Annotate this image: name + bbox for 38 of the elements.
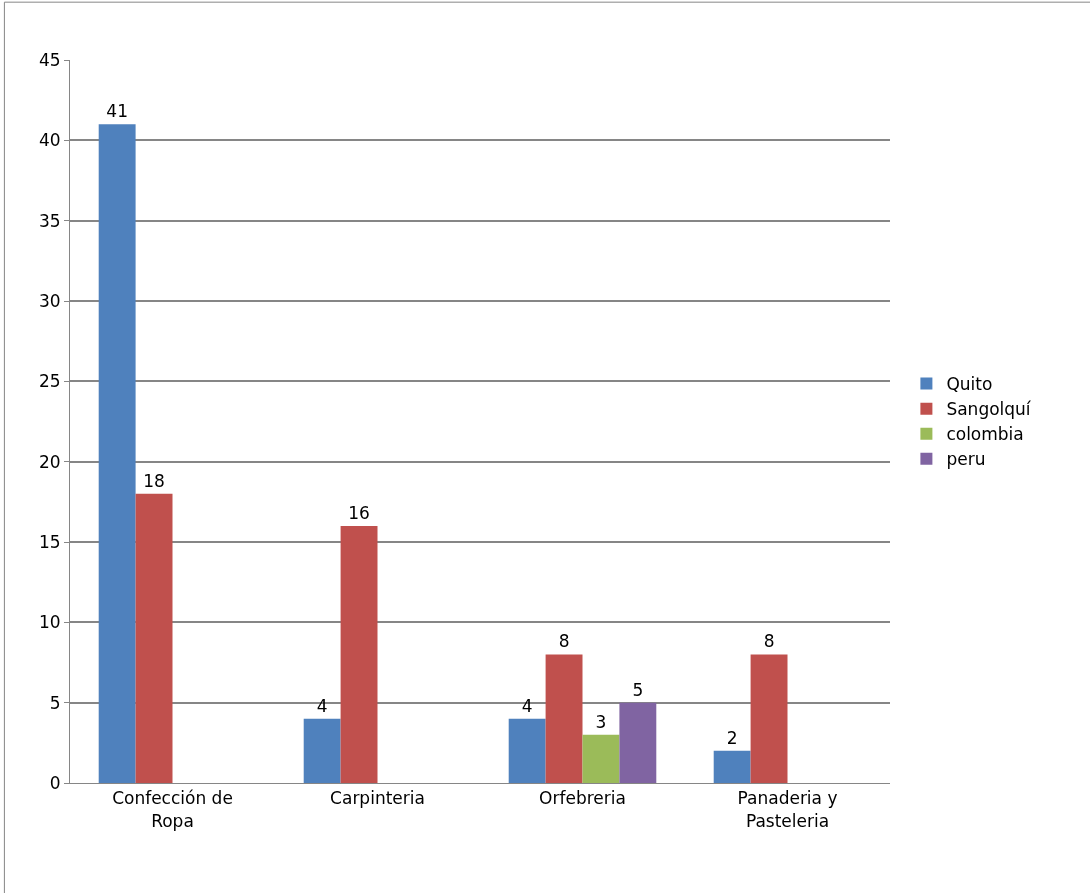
y-tick-label: 5 [49, 692, 61, 713]
data-label: 8 [763, 631, 775, 652]
x-tick-label: Confección de Ropa [112, 788, 233, 831]
bar [545, 654, 583, 783]
data-label: 18 [143, 470, 165, 491]
bar [340, 525, 378, 783]
x-tick-label: Carpinteria [330, 788, 425, 809]
x-tick-label: Orfebreria [539, 788, 626, 809]
x-tick-label: Panaderia y Pasteleria [737, 788, 838, 831]
y-tick-label: 40 [38, 130, 61, 151]
data-label: 4 [521, 695, 533, 716]
data-label: 2 [726, 727, 738, 748]
legend-label: Quito [946, 374, 993, 395]
bar [582, 734, 620, 783]
bar [98, 124, 136, 783]
legend-label: peru [946, 449, 986, 470]
bar [508, 718, 546, 783]
legend-label: colombia [946, 424, 1024, 445]
y-tick-label: 35 [38, 210, 61, 231]
bar [750, 654, 788, 783]
data-label: 16 [348, 502, 370, 523]
bar [713, 750, 751, 783]
data-label: 5 [632, 679, 644, 700]
data-label: 4 [316, 695, 328, 716]
data-label: 41 [106, 101, 128, 122]
y-tick-label: 30 [38, 290, 61, 311]
data-label: 8 [558, 631, 570, 652]
data-label: 3 [595, 711, 607, 732]
bar [303, 718, 341, 783]
bar [135, 493, 173, 783]
legend-label: Sangolquí [946, 399, 1032, 420]
y-tick-label: 15 [38, 531, 61, 552]
y-tick-label: 20 [38, 451, 61, 472]
y-tick-label: 0 [49, 772, 61, 793]
y-tick-label: 10 [38, 612, 61, 633]
bar [619, 702, 657, 783]
y-tick-label: 45 [38, 49, 61, 70]
y-tick-label: 25 [38, 371, 61, 392]
